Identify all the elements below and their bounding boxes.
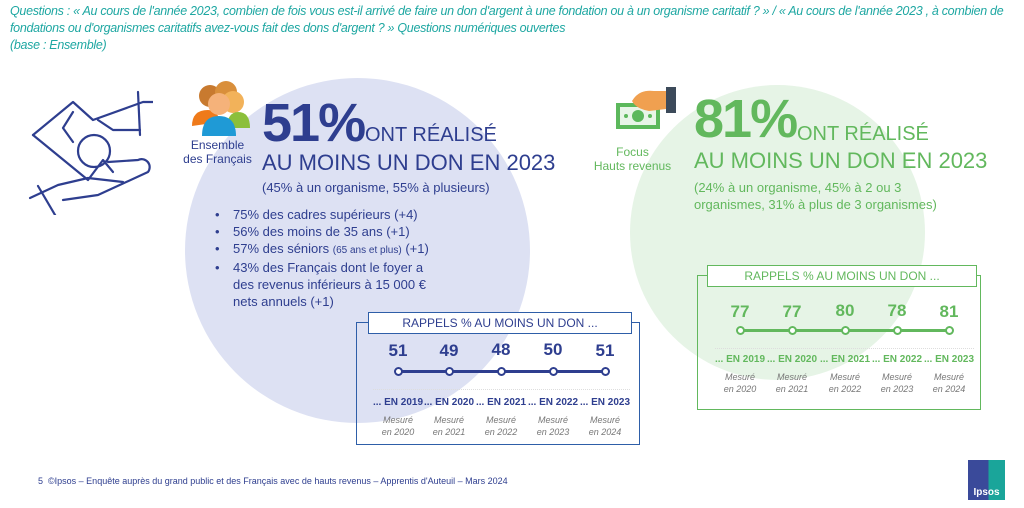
data-point (496, 366, 506, 376)
data-label: 77 (782, 302, 802, 321)
measured-label: Mesuré en 2024 (932, 372, 966, 394)
year-label: ... EN 2021 (475, 397, 527, 408)
data-point (892, 325, 902, 335)
measured-label: Mesuré en 2022 (484, 415, 518, 437)
year-label: ... EN 2021 (819, 354, 871, 365)
question-text: Questions : « Au cours de l'année 2023, … (10, 4, 1004, 52)
data-label: 51 (388, 341, 408, 360)
giving-hands-icon (28, 90, 153, 215)
recap-title-right: RAPPELS % AU MOINS UN DON ... (707, 265, 977, 287)
focus-label: Focus Hauts revenus (593, 145, 672, 173)
measured-label: Mesuré en 2023 (880, 372, 914, 394)
measured-label: Mesuré en 2022 (828, 372, 862, 394)
data-label: 51 (595, 341, 615, 360)
data-label: 80 (835, 301, 855, 320)
subtitle-right: (24% à un organisme, 45% à 2 ou 3 organi… (694, 180, 937, 212)
data-point (787, 325, 797, 335)
year-label: ... EN 2022 (527, 397, 579, 408)
year-label: ... EN 2020 (766, 354, 818, 365)
data-label: 78 (887, 301, 907, 320)
year-label: ... EN 2023 (923, 354, 975, 365)
recap-title-left: RAPPELS % AU MOINS UN DON ... (368, 312, 632, 334)
year-label: ... EN 2023 (579, 397, 631, 408)
year-label: ... EN 2019 (372, 397, 424, 408)
measured-label: Mesuré en 2020 (723, 372, 757, 394)
money-hand-icon (616, 87, 676, 129)
year-label: ... EN 2019 (714, 354, 766, 365)
ont-realise: ONT RÉALISÉ (365, 124, 497, 146)
bullet-item: 75% des cadres supérieurs (+4) (215, 206, 445, 223)
data-point (393, 366, 403, 376)
separator (715, 348, 974, 349)
bullet-list: 75% des cadres supérieurs (+4) 56% des m… (215, 206, 445, 310)
measured-label: Mesuré en 2021 (775, 372, 809, 394)
bullet-item: 57% des séniors (65 ans et plus) (+1) (215, 240, 445, 259)
ont-realise-right: ONT RÉALISÉ (797, 123, 929, 145)
main-percentage: 51% (262, 93, 366, 153)
ipsos-logo: Ipsos (968, 460, 1005, 500)
group-label: Ensemble des Français (183, 138, 252, 166)
separator (373, 389, 630, 390)
measured-label: Mesuré en 2024 (588, 415, 622, 437)
data-label: 77 (730, 302, 750, 321)
data-label: 49 (439, 341, 459, 360)
data-point (444, 366, 454, 376)
measured-label: Mesuré en 2023 (536, 415, 570, 437)
year-label: ... EN 2020 (423, 397, 475, 408)
data-point (548, 366, 558, 376)
bullet-item: 56% des moins de 35 ans (+1) (215, 223, 445, 240)
main-percentage-right: 81% (694, 89, 798, 149)
data-point (840, 325, 850, 335)
year-label: ... EN 2022 (871, 354, 923, 365)
measured-label: Mesuré en 2020 (381, 415, 415, 437)
subtitle: (45% à un organisme, 55% à plusieurs) (262, 180, 490, 195)
headline-right: AU MOINS UN DON EN 2023 (694, 148, 988, 173)
people-group-icon (192, 81, 250, 136)
headline: AU MOINS UN DON EN 2023 (262, 150, 556, 175)
data-label: 81 (939, 302, 959, 321)
data-point (735, 325, 745, 335)
data-point (600, 366, 610, 376)
data-point (944, 325, 954, 335)
bullet-item: 43% des Français dont le foyer a des rev… (215, 259, 445, 310)
data-label: 50 (543, 340, 563, 359)
measured-label: Mesuré en 2021 (432, 415, 466, 437)
data-label: 48 (491, 340, 511, 359)
footer: 5 ©Ipsos – Enquête auprès du grand publi… (38, 476, 508, 486)
